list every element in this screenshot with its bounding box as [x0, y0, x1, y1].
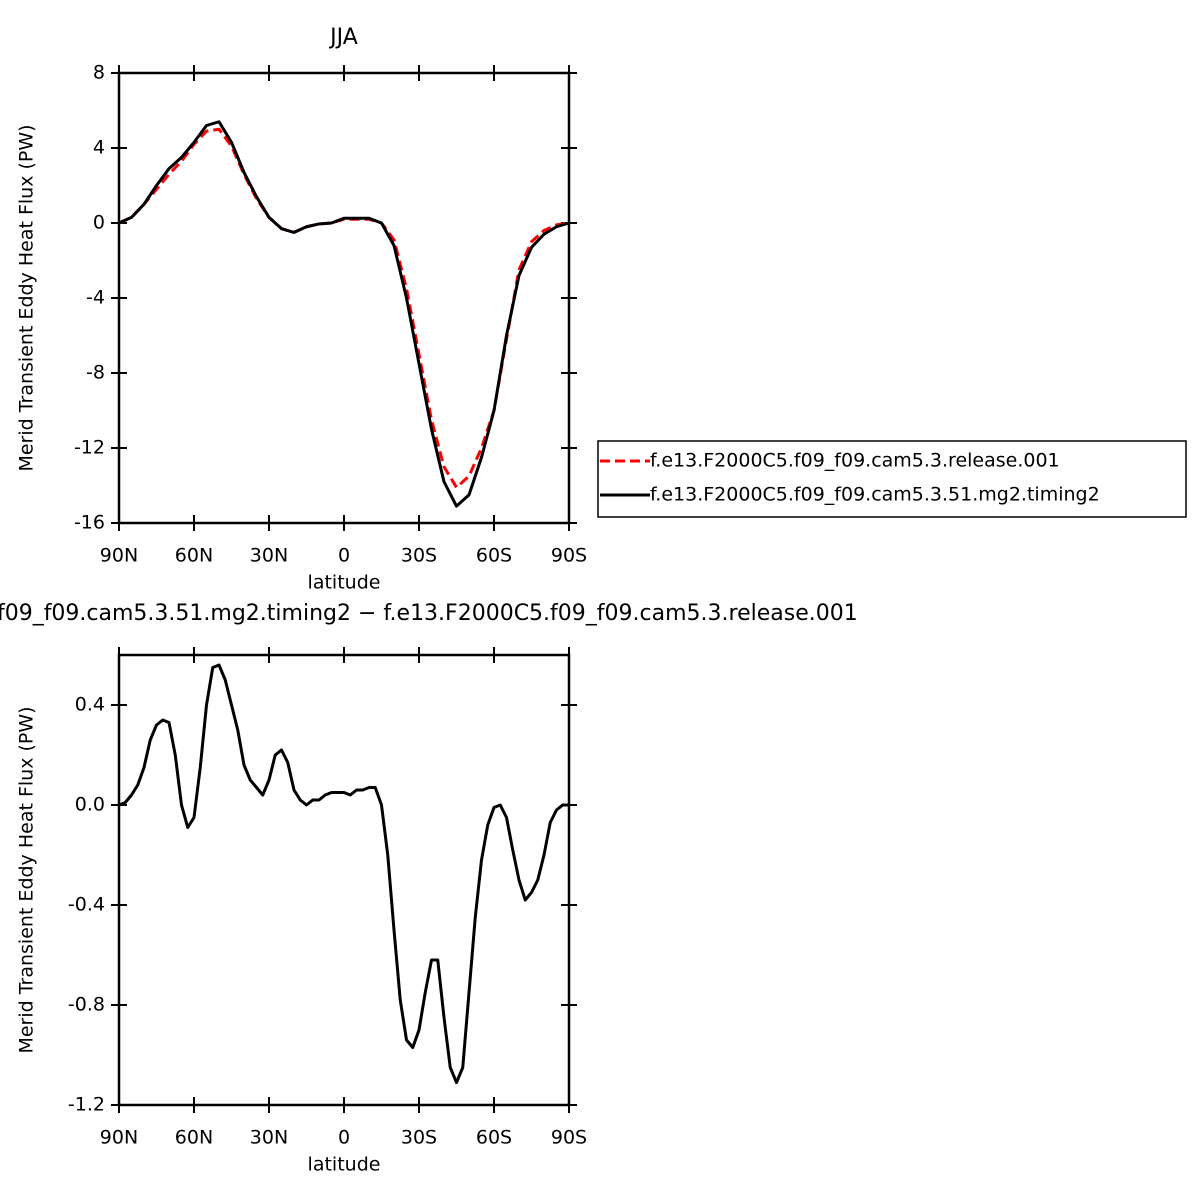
- y-axis-label: Merid Transient Eddy Heat Flux (PW): [16, 706, 38, 1053]
- y-tick-label: -0.4: [68, 894, 105, 916]
- legend-label: f.e13.F2000C5.f09_f09.cam5.3.51.mg2.timi…: [650, 484, 1100, 506]
- legend-box: [597, 440, 1187, 518]
- plot-frame: [117, 653, 571, 1107]
- x-tick-label: 60S: [476, 1127, 512, 1149]
- x-tick-label: 90N: [100, 1127, 138, 1149]
- x-axis-label: latitude: [308, 1154, 381, 1176]
- y-tick-label: -1.2: [68, 1094, 105, 1116]
- y-tick-label: -4: [86, 287, 105, 309]
- x-tick-label: 60N: [175, 1127, 213, 1149]
- y-tick-label: -8: [86, 362, 105, 384]
- x-tick-label: 90N: [100, 545, 138, 567]
- x-tick-label: 30N: [250, 545, 288, 567]
- x-tick-label: 30N: [250, 1127, 288, 1149]
- x-tick-label: 90S: [551, 1127, 587, 1149]
- y-tick-label: -0.8: [68, 994, 105, 1016]
- x-tick-label: 60N: [175, 545, 213, 567]
- x-tick-label: 30S: [401, 545, 437, 567]
- x-tick-label: 0: [338, 545, 350, 567]
- y-tick-label: 4: [93, 137, 105, 159]
- plot-frame: [117, 71, 571, 525]
- x-tick-label: 30S: [401, 1127, 437, 1149]
- y-axis-label: Merid Transient Eddy Heat Flux (PW): [16, 124, 38, 471]
- series-line: [118, 120, 570, 508]
- y-tick-label: 0.0: [75, 794, 105, 816]
- y-tick-label: -12: [74, 437, 105, 459]
- legend-label: f.e13.F2000C5.f09_f09.cam5.3.release.001: [650, 450, 1060, 472]
- x-tick-label: 0: [338, 1127, 350, 1149]
- chart-title: JJA: [328, 25, 358, 50]
- x-tick-label: 60S: [476, 545, 512, 567]
- y-tick-label: 0: [93, 212, 105, 234]
- series-line: [118, 127, 570, 489]
- x-tick-label: 90S: [551, 545, 587, 567]
- chart-title: f.e13.F2000C5.f09_f09.cam5.3.51.mg2.timi…: [0, 601, 858, 626]
- y-tick-label: -16: [74, 512, 105, 534]
- x-axis-label: latitude: [308, 572, 381, 594]
- y-tick-label: 8: [93, 62, 105, 84]
- y-tick-label: 0.4: [75, 694, 105, 716]
- series-line: [118, 663, 569, 1084]
